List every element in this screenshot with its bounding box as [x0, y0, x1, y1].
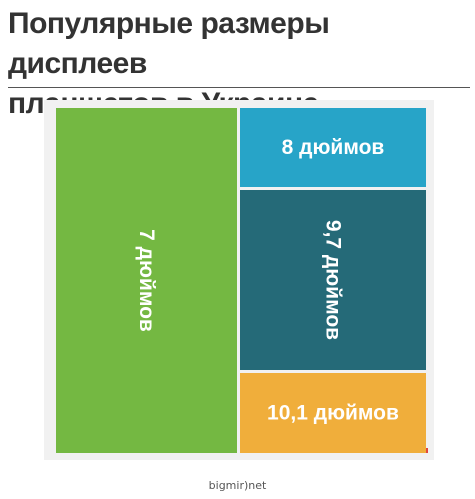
title-divider — [8, 87, 470, 88]
treemap-label-3: 9,7 дюймов — [322, 220, 345, 340]
treemap-tile-2 — [240, 108, 426, 187]
source-label: bigmir)net — [208, 479, 267, 492]
treemap-label-2: 8 дюймов — [282, 136, 385, 159]
treemap-tile-1 — [56, 108, 237, 453]
treemap-label-1: 7 дюймов — [135, 229, 158, 332]
treemap-tile-4 — [240, 373, 426, 453]
treemap-label-4: 10,1 дюймов — [267, 402, 399, 425]
treemap-tile-3 — [240, 190, 426, 370]
